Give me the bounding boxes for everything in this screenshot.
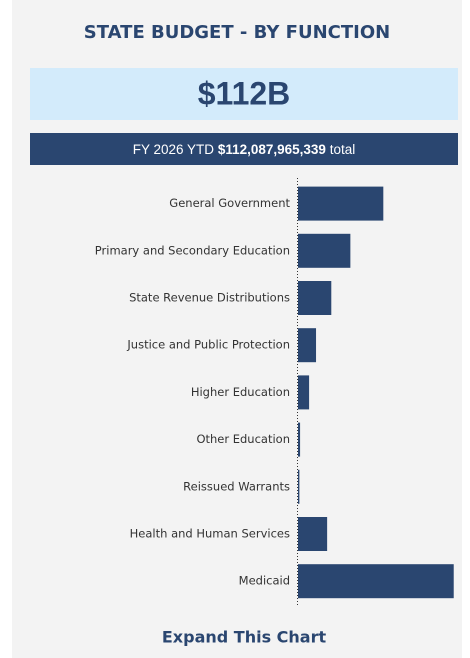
- chart-title: STATE BUDGET - BY FUNCTION: [84, 22, 390, 43]
- bar: [298, 422, 301, 457]
- subtitle-suffix: total: [330, 142, 356, 157]
- category-label: Health and Human Services: [130, 527, 290, 541]
- category-label: General Government: [169, 196, 290, 210]
- bar: [298, 517, 328, 551]
- category-label: State Revenue Distributions: [129, 291, 290, 305]
- subtitle-total: $112,087,965,339: [218, 142, 326, 157]
- bar: [298, 328, 317, 363]
- bar: [298, 375, 310, 410]
- category-label: Medicaid: [239, 574, 290, 588]
- kpi-box: [30, 68, 458, 120]
- bar: [298, 564, 454, 599]
- category-label: Higher Education: [191, 385, 290, 399]
- bar: [298, 186, 384, 221]
- expand-link[interactable]: Expand This Chart: [162, 628, 327, 647]
- bar: [298, 233, 351, 268]
- kpi-value: $112B: [198, 75, 291, 111]
- bar: [298, 469, 300, 504]
- category-label: Justice and Public Protection: [126, 338, 290, 352]
- bar: [298, 281, 332, 315]
- subtitle-bar: [30, 133, 458, 165]
- subtitle: FY 2026 YTD $112,087,965,339 total: [133, 142, 355, 157]
- category-label: Primary and Secondary Education: [95, 243, 290, 257]
- category-label: Other Education: [196, 432, 290, 446]
- category-label: Reissued Warrants: [183, 479, 290, 493]
- subtitle-prefix: FY 2026 YTD: [133, 142, 215, 157]
